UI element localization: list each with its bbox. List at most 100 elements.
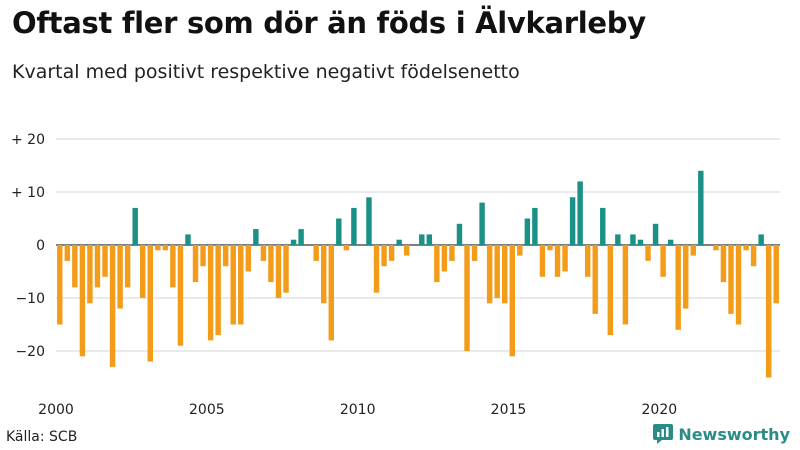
bar-positive xyxy=(366,197,372,245)
chart-title: Oftast fler som dör än föds i Älvkarleby xyxy=(12,6,646,40)
bar-negative xyxy=(403,245,410,256)
bar-negative xyxy=(124,245,131,288)
bar-positive xyxy=(652,223,659,245)
bar-negative xyxy=(539,245,546,277)
bar-negative xyxy=(200,245,206,267)
bar-negative xyxy=(517,245,523,256)
bar-negative xyxy=(170,245,176,288)
bar-positive xyxy=(336,218,342,245)
bar-negative xyxy=(207,245,214,341)
bar-negative xyxy=(238,245,244,325)
bar-positive xyxy=(351,207,357,245)
bar-negative xyxy=(321,245,327,304)
bar-negative xyxy=(773,245,779,304)
bar-positive xyxy=(637,239,644,245)
bar-negative xyxy=(268,245,274,283)
y-axis-labels: + 20 + 10 0 −10 −20 xyxy=(11,132,45,360)
bar-positive xyxy=(630,234,636,245)
bar-negative xyxy=(155,245,161,251)
bar-negative xyxy=(690,245,696,256)
bar-negative xyxy=(102,245,108,277)
bar-negative xyxy=(735,245,742,325)
bar-negative xyxy=(441,245,448,272)
bar-negative xyxy=(765,245,772,378)
bar-positive xyxy=(456,223,463,245)
bar-positive xyxy=(667,239,674,245)
bar-negative xyxy=(471,245,478,261)
bar-negative xyxy=(87,245,93,304)
bar-positive xyxy=(132,207,138,245)
bar-negative xyxy=(140,245,146,298)
bar-negative xyxy=(222,245,229,267)
bar-negative xyxy=(79,245,86,357)
x-tick-label: 2010 xyxy=(340,402,376,418)
bar-negative xyxy=(147,245,153,362)
bar-negative xyxy=(388,245,395,261)
bar-negative xyxy=(275,245,282,298)
bar-negative xyxy=(260,245,267,261)
newsworthy-icon xyxy=(653,424,674,444)
bar-chart: + 20 + 10 0 −10 −20 2000 2005 2010 2015 2020 xyxy=(11,132,780,418)
bar-negative xyxy=(743,245,749,251)
bar-positive xyxy=(426,234,433,245)
y-tick-label: 0 xyxy=(36,238,45,254)
bar-negative xyxy=(554,245,561,277)
bar-negative xyxy=(502,245,508,304)
bar-positive xyxy=(615,234,621,245)
bar-positive xyxy=(419,234,425,245)
x-tick-label: 2000 xyxy=(38,402,74,418)
y-tick-label: −20 xyxy=(15,344,45,360)
bar-negative xyxy=(464,245,470,351)
bar-negative xyxy=(192,245,199,283)
bar-negative xyxy=(449,245,455,261)
bar-negative xyxy=(94,245,101,288)
source-label: Källa: SCB xyxy=(6,429,78,445)
bar-negative xyxy=(592,245,598,314)
bar-negative xyxy=(607,245,614,336)
bar-negative xyxy=(434,245,440,283)
bar-negative xyxy=(109,245,116,367)
bar-negative xyxy=(494,245,500,298)
bar-negative xyxy=(547,245,553,251)
bar-negative xyxy=(177,245,184,346)
bar-negative xyxy=(750,245,757,267)
bar-negative xyxy=(57,245,63,325)
bar-negative xyxy=(72,245,78,288)
bar-negative xyxy=(713,245,719,251)
y-tick-label: −10 xyxy=(15,291,45,307)
x-tick-label: 2005 xyxy=(189,402,225,418)
bar-negative xyxy=(343,245,350,251)
bar-positive xyxy=(698,170,704,245)
gridlines xyxy=(56,138,780,352)
y-tick-label: + 10 xyxy=(11,185,45,201)
bar-positive xyxy=(532,207,538,245)
bar-negative xyxy=(509,245,515,357)
x-axis-labels: 2000 2005 2010 2015 2020 xyxy=(38,402,677,418)
bar-positive xyxy=(600,207,606,245)
bar-negative xyxy=(215,245,221,336)
bars xyxy=(57,170,779,378)
bar-negative xyxy=(162,245,169,251)
chart-subtitle: Kvartal med positivt respektive negativt… xyxy=(12,61,520,83)
bar-positive xyxy=(524,218,531,245)
y-tick-label: + 20 xyxy=(11,132,45,148)
bar-negative xyxy=(230,245,236,325)
bar-negative xyxy=(683,245,689,309)
bar-positive xyxy=(479,202,485,245)
bar-positive xyxy=(758,234,764,245)
bar-negative xyxy=(64,245,71,261)
bar-negative xyxy=(283,245,289,293)
bar-positive xyxy=(290,239,297,245)
bar-positive xyxy=(253,229,259,245)
bar-positive xyxy=(298,229,304,245)
bar-negative xyxy=(117,245,123,309)
bar-negative xyxy=(728,245,734,314)
bar-negative xyxy=(562,245,568,272)
bar-negative xyxy=(245,245,252,272)
bar-positive xyxy=(396,239,402,245)
brand-logo: Newsworthy xyxy=(653,424,790,444)
bar-positive xyxy=(185,234,191,245)
bar-negative xyxy=(660,245,666,277)
bar-positive xyxy=(577,181,583,245)
bar-negative xyxy=(381,245,387,267)
